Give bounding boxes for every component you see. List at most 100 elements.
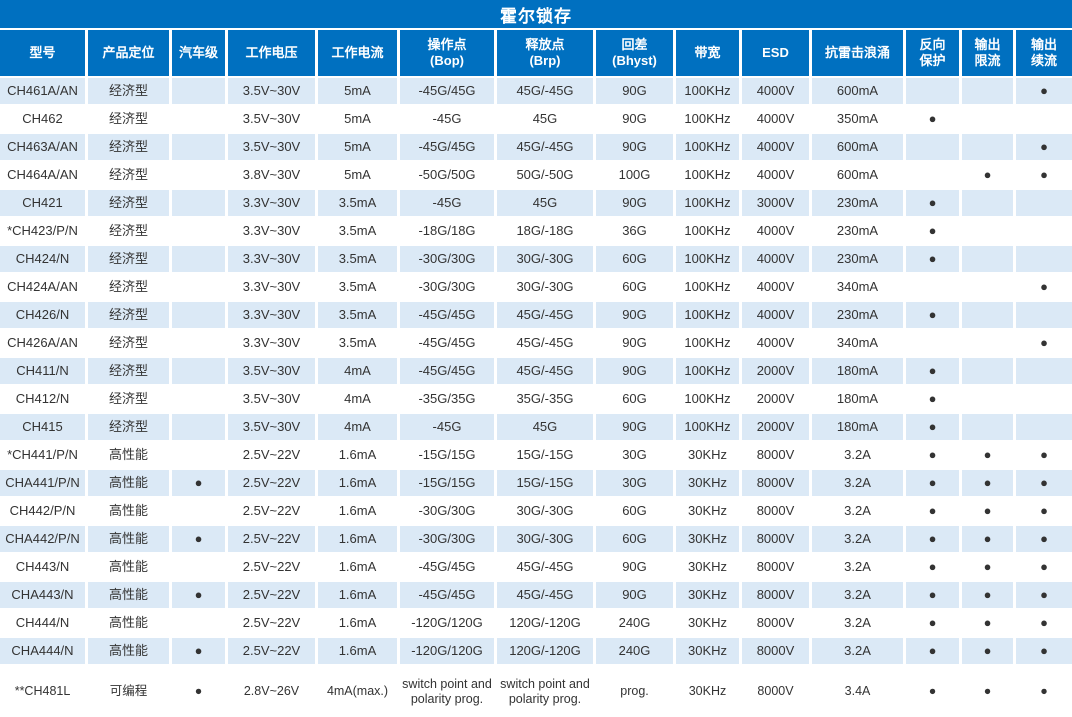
cell-esd: 4000V [742,302,812,330]
cell-automotive-grade [172,162,228,190]
feature-dot: ● [1016,582,1072,610]
cell-operating-current: 5mA [318,78,400,106]
cell-operating-current: 3.5mA [318,302,400,330]
cell-bandwidth: 100KHz [676,190,742,218]
cell-model: CHA444/N [0,638,88,666]
cell-surge: 600mA [812,134,906,162]
cell-surge: 3.2A [812,498,906,526]
cell-operating-voltage: 3.3V~30V [228,330,318,358]
col-header-label: 工作电压 [245,44,298,60]
col-header-label: 续流 [1030,53,1057,68]
cell-output-current-limit [962,134,1016,162]
cell-surge: 3.2A [812,442,906,470]
cell-automotive-grade [172,78,228,106]
cell-release-point: 45G [497,414,596,442]
col-header-output-current-limit: 输出 限流 [962,30,1016,78]
feature-dot: ● [906,526,962,554]
cell-positioning: 高性能 [88,470,172,498]
table-row: **CH481L 可编程 ● 2.8V~26V 4mA(max.) switch poin… [0,666,1072,717]
cell-release-point: 15G/-15G [497,442,596,470]
cell-surge: 600mA [812,78,906,106]
cell-operating-current: 4mA [318,358,400,386]
cell-reverse-protection [906,162,962,190]
cell-operating-current: 3.5mA [318,330,400,358]
cell-output-current-limit [962,386,1016,414]
feature-dot: ● [906,190,962,218]
cell-operate-point: -15G/15G [400,470,497,498]
cell-positioning: 经济型 [88,414,172,442]
cell-operating-voltage: 2.5V~22V [228,442,318,470]
cell-operate-point: -120G/120G [400,638,497,666]
feature-dot: ● [906,386,962,414]
cell-operate-point: -30G/30G [400,498,497,526]
table-row: CHA444/N 高性能 ● 2.5V~22V 1.6mA -120G/120G 120G/… [0,638,1072,666]
cell-esd: 2000V [742,414,812,442]
table-row: CH426/N 经济型 3.3V~30V 3.5mA -45G/45G 45G/-45G 9… [0,302,1072,330]
cell-positioning: 经济型 [88,330,172,358]
cell-model: CH464A/AN [0,162,88,190]
cell-bandwidth: 30KHz [676,638,742,666]
cell-operate-point: -45G/45G [400,554,497,582]
cell-surge: 3.2A [812,470,906,498]
cell-positioning: 高性能 [88,582,172,610]
feature-dot: ● [1016,610,1072,638]
cell-operating-voltage: 2.5V~22V [228,554,318,582]
table-row: CH461A/AN 经济型 3.5V~30V 5mA -45G/45G 45G/-45G 9… [0,78,1072,106]
col-header-label: ESD [762,44,789,60]
cell-hysteresis: 90G [596,106,676,134]
feature-dot: ● [962,470,1016,498]
col-header-label: 释放点 [525,36,565,52]
cell-esd: 4000V [742,106,812,134]
cell-release-point: 45G [497,190,596,218]
cell-output-freewheel [1016,246,1072,274]
cell-operate-point: -30G/30G [400,274,497,302]
cell-automotive-grade [172,302,228,330]
cell-output-current-limit [962,106,1016,134]
feature-dot: ● [1016,526,1072,554]
cell-operating-voltage: 2.5V~22V [228,498,318,526]
col-header-label: 操作点 [427,36,467,52]
cell-output-current-limit [962,274,1016,302]
cell-reverse-protection [906,274,962,302]
col-header-release-point: 释放点 (Brp) [497,30,596,78]
cell-model: CH443/N [0,554,88,582]
feature-dot: ● [1016,666,1072,717]
col-header-bandwidth: 带宽 [676,30,742,78]
cell-operating-current: 3.5mA [318,274,400,302]
table-row: CH426A/AN 经济型 3.3V~30V 3.5mA -45G/45G 45G/-45… [0,330,1072,358]
cell-release-point: 45G [497,106,596,134]
table-row: CH444/N 高性能 2.5V~22V 1.6mA -120G/120G 120G/-1… [0,610,1072,638]
col-header-label: 回差 [621,36,648,52]
cell-hysteresis: 60G [596,498,676,526]
cell-operate-point: switch point and polarity prog. [400,666,497,717]
feature-dot: ● [906,638,962,666]
cell-hysteresis: 60G [596,246,676,274]
feature-dot: ● [1016,134,1072,162]
cell-automotive-grade [172,498,228,526]
cell-output-current-limit [962,302,1016,330]
col-header-label: 产品定位 [102,44,155,60]
cell-model: *CH441/P/N [0,442,88,470]
cell-esd: 8000V [742,666,812,717]
cell-positioning: 高性能 [88,526,172,554]
cell-output-current-limit [962,330,1016,358]
cell-hysteresis: 90G [596,78,676,106]
cell-operating-voltage: 3.5V~30V [228,134,318,162]
cell-esd: 8000V [742,610,812,638]
cell-release-point: 45G/-45G [497,358,596,386]
cell-operating-voltage: 3.3V~30V [228,274,318,302]
cell-bandwidth: 100KHz [676,414,742,442]
cell-hysteresis: 90G [596,582,676,610]
feature-dot: ● [906,106,962,134]
cell-operating-current: 3.5mA [318,190,400,218]
cell-model: CH424A/AN [0,274,88,302]
table-row: CH415 经济型 3.5V~30V 4mA -45G 45G 90G 100KHz 2000V… [0,414,1072,442]
cell-operating-voltage: 3.5V~30V [228,414,318,442]
feature-dot: ● [962,638,1016,666]
cell-hysteresis: 100G [596,162,676,190]
cell-operating-voltage: 2.5V~22V [228,526,318,554]
cell-esd: 4000V [742,330,812,358]
cell-release-point: 18G/-18G [497,218,596,246]
cell-positioning: 经济型 [88,218,172,246]
col-header-output-freewheel: 输出 续流 [1016,30,1072,78]
